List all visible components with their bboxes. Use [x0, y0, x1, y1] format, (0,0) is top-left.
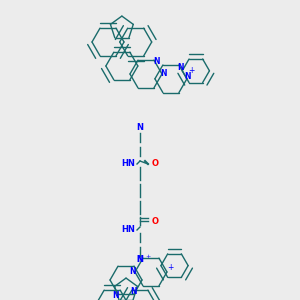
Text: HN: HN — [121, 226, 135, 235]
Text: N: N — [112, 291, 118, 300]
Text: O: O — [152, 217, 158, 226]
Text: N: N — [185, 72, 191, 81]
Text: N: N — [137, 255, 143, 264]
Text: +: + — [167, 263, 174, 272]
Text: N: N — [178, 63, 184, 72]
Text: N: N — [161, 68, 167, 77]
Text: +: + — [146, 254, 151, 259]
Text: N: N — [154, 57, 160, 66]
Text: N: N — [136, 256, 143, 265]
Text: N: N — [136, 124, 143, 133]
Text: N: N — [130, 287, 136, 296]
Text: O: O — [152, 160, 158, 169]
Text: HN: HN — [121, 160, 135, 169]
Text: +: + — [189, 66, 195, 75]
Text: N: N — [130, 266, 136, 275]
